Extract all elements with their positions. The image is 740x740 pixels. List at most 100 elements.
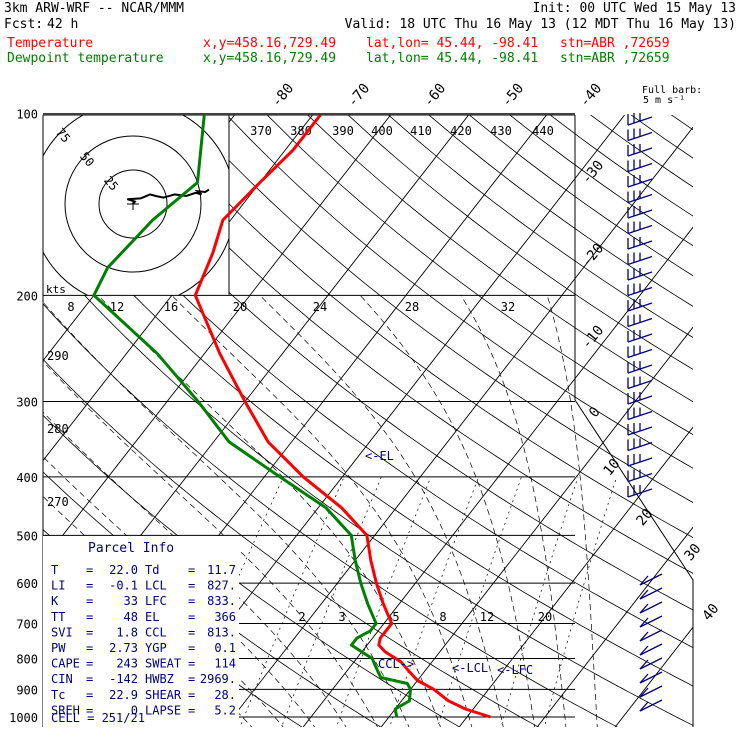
isotherm-label: -50 <box>499 81 528 111</box>
dry-adiabat <box>145 115 693 539</box>
mixing-ratio-line <box>281 476 382 727</box>
parcel-key: SVI <box>51 625 73 639</box>
svg-text:=: = <box>86 610 93 624</box>
wind-barb <box>639 629 663 642</box>
wind-barb <box>639 671 663 684</box>
isotherm-label: -30 <box>579 158 608 188</box>
parcel-key: K <box>51 594 59 608</box>
wind-barb <box>627 128 653 142</box>
svg-text:=: = <box>86 657 93 671</box>
parcel-row: Tc = 22.9 SHEAR = 28. <box>51 688 236 702</box>
isotherm-line <box>614 626 693 727</box>
upper-scale-label: 8 <box>67 300 74 314</box>
svg-text:=: = <box>188 594 195 608</box>
dry-adiabat <box>226 115 693 469</box>
svg-text:=: = <box>188 625 195 639</box>
dry-adiabat <box>43 303 618 727</box>
isotherm-label: 20 <box>633 506 656 529</box>
forecast-label: Fcst: <box>4 17 44 32</box>
theta-label: 400 <box>371 124 393 138</box>
pressure-label: 1000 <box>9 711 38 725</box>
parcel-value: 33 <box>124 594 138 608</box>
moist-adiabat <box>171 295 473 727</box>
parcel-row: K = 33 LFC = 833. <box>51 594 236 608</box>
wind-barb <box>627 485 653 498</box>
parcel-row: CIN = -142 HWBZ = 2969. <box>51 672 236 686</box>
parcel-row: PW = 2.73 YGP = 0.1 <box>51 641 236 655</box>
hodograph-units: kts <box>46 283 66 296</box>
parcel-value: 5.2 <box>214 703 236 717</box>
parcel-key: LFC <box>145 594 167 608</box>
parcel-key: SREH <box>51 703 80 717</box>
dry-adiabat <box>307 115 693 403</box>
hodograph-ring <box>64 135 202 273</box>
parcel-value: 0 <box>131 703 138 717</box>
wind-barb <box>627 376 653 390</box>
isotherm-label: -70 <box>345 81 374 111</box>
mixing-ratio-line <box>336 476 432 727</box>
wind-barb <box>627 206 653 219</box>
init-time: Init: 00 UTC Wed 15 May 13 <box>532 1 737 16</box>
barb-legend-line1: Full barb: <box>642 85 702 96</box>
wind-barb <box>639 657 663 670</box>
parcel-value: 1.8 <box>116 625 138 639</box>
hodograph-trace <box>126 188 210 205</box>
valid-time: Valid: 18 UTC Thu 16 May 13 (12 MDT Thu … <box>344 17 736 32</box>
parcel-value: 2969. <box>200 672 236 686</box>
wind-barb <box>627 438 653 452</box>
parcel-value: 48 <box>124 610 138 624</box>
wind-barb <box>627 392 653 405</box>
theta-label: 440 <box>532 124 554 138</box>
pressure-label: 500 <box>16 529 38 543</box>
svg-text:=: = <box>86 625 93 639</box>
upper-scale-label: 20 <box>233 300 247 314</box>
svg-text:=: = <box>188 672 195 686</box>
dry-adiabat <box>549 115 693 217</box>
wind-barb <box>627 407 653 421</box>
theta-label: 390 <box>332 124 354 138</box>
mixing-ratio-line <box>437 476 522 727</box>
wind-barb <box>627 299 653 312</box>
pressure-label: 700 <box>16 618 38 632</box>
isotherm-line <box>43 115 314 462</box>
dry-adiabat <box>43 139 693 649</box>
parcel-row: SREH = 0 LAPSE = 5.2 <box>51 703 236 717</box>
wind-barb <box>627 175 653 188</box>
parcel-row: LI = -0.1 LCL = 827. <box>51 579 236 593</box>
svg-text:=: = <box>86 688 93 702</box>
isotherm-label: -10 <box>579 323 608 353</box>
wind-barb <box>627 345 653 359</box>
svg-text:=: = <box>86 672 93 686</box>
wind-barb <box>639 601 663 614</box>
upper-scale-label: 12 <box>110 300 124 314</box>
legend-temperature: Temperature <box>7 36 94 51</box>
wind-barb <box>639 587 663 600</box>
wind-barb <box>627 361 653 374</box>
svg-text:=: = <box>188 688 195 702</box>
wind-barb <box>627 113 653 126</box>
upper-scale-label: 28 <box>405 300 419 314</box>
parcel-info-box: Parcel Info T = 22.0 Td = 11.7 LI = -0.1 LCL = 827.… <box>43 536 239 727</box>
left-theta-label: 270 <box>47 495 69 509</box>
pressure-label: 400 <box>16 471 38 485</box>
parcel-value: -0.1 <box>109 579 138 593</box>
temperature-latlon: lat,lon= 45.44, -98.41 <box>366 36 539 51</box>
svg-text:=: = <box>86 579 93 593</box>
dewpoint-station: stn=ABR ,72659 <box>560 51 670 66</box>
moist-adiabat <box>259 295 504 727</box>
barb-legend-line2: 5 m s⁻¹ <box>643 95 685 106</box>
dry-adiabat <box>43 193 693 687</box>
svg-text:=: = <box>188 579 195 593</box>
wind-barb <box>627 283 653 297</box>
wind-barb <box>627 454 653 467</box>
dry-adiabat <box>347 115 693 370</box>
theta-label: 410 <box>410 124 432 138</box>
parcel-key: LCL <box>145 579 167 593</box>
svg-text:=: = <box>188 641 195 655</box>
mixing-ratio-label: 2 <box>298 610 305 624</box>
wind-barb <box>627 423 653 436</box>
parcel-key: CAPE <box>51 657 80 671</box>
parcel-row: SVI = 1.8 CCL = 813. <box>51 625 236 639</box>
wind-barb <box>639 573 663 586</box>
svg-text:=: = <box>86 703 93 717</box>
